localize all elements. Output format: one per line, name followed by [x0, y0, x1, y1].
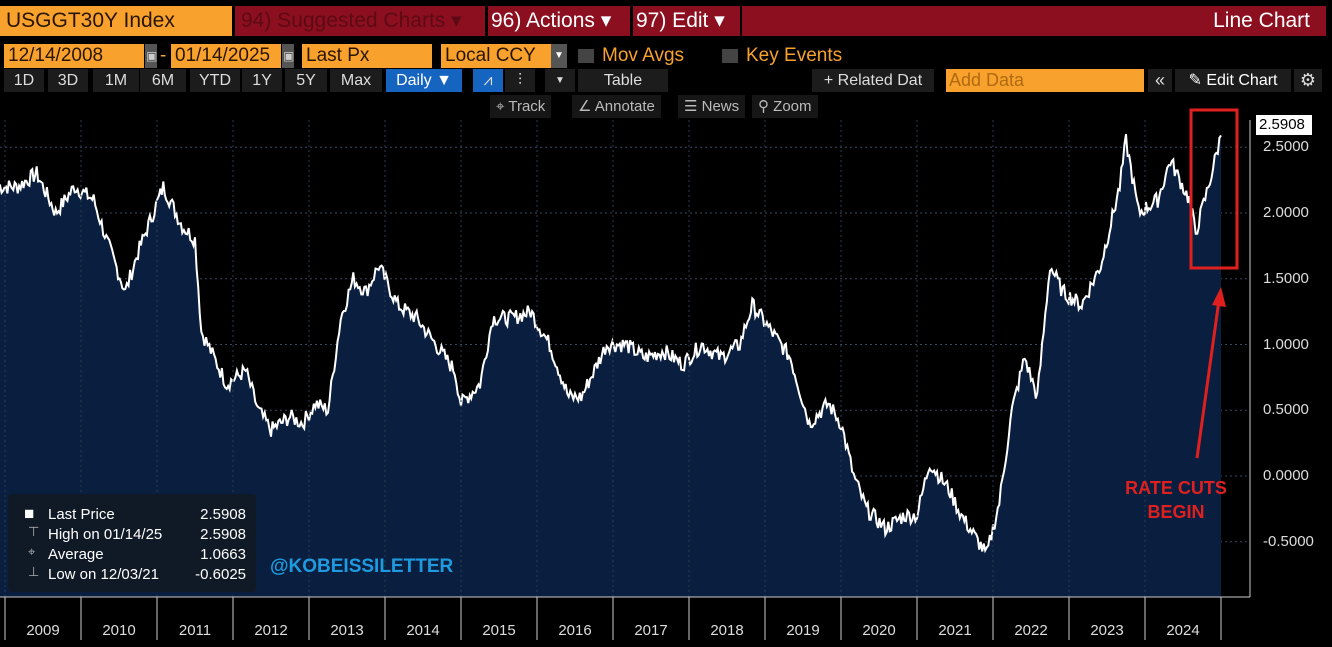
- y-tick-label: 1.0000: [1263, 335, 1309, 353]
- series-area: [0, 134, 1221, 597]
- start-date-field[interactable]: 12/14/2008: [4, 44, 144, 68]
- y-tick-label: 2.0000: [1263, 204, 1309, 221]
- period-button[interactable]: 5Y: [285, 69, 327, 92]
- x-tick-label: 2012: [254, 622, 288, 639]
- y-tick-label: 2.5000: [1263, 138, 1309, 156]
- x-tick-label: 2014: [406, 622, 440, 639]
- end-date-field[interactable]: 01/14/2025: [171, 44, 281, 68]
- legend: ■ Last Price 2.5908 ⊤ High on 01/14/25 2.…: [8, 494, 256, 592]
- arrow-head: [1212, 287, 1226, 307]
- legend-label: Low on 12/03/21: [48, 566, 159, 583]
- mov-avgs-checkbox[interactable]: [578, 49, 594, 63]
- x-tick-label: 2013: [330, 622, 364, 639]
- annotation-arrow: [1195, 299, 1221, 459]
- table-button[interactable]: Table: [578, 69, 668, 92]
- legend-value: 1.0663: [200, 546, 246, 563]
- last-value-label: 2.5908: [1259, 116, 1305, 133]
- x-tick-label: 2017: [634, 622, 668, 639]
- period-button[interactable]: 6M: [140, 69, 186, 92]
- field-select[interactable]: Last Px: [302, 44, 432, 68]
- actions-menu[interactable]: 96) Actions ▾: [488, 6, 630, 36]
- related-data-button[interactable]: + Related Dat: [812, 69, 934, 92]
- legend-label: High on 01/14/25: [48, 526, 163, 543]
- legend-label: Last Price: [48, 506, 115, 523]
- suggested-charts-menu[interactable]: 94) Suggested Charts ▾: [235, 6, 485, 36]
- legend-icon: ⊤: [28, 524, 40, 539]
- x-tick-label: 2009: [26, 622, 60, 639]
- add-data-input[interactable]: Add Data: [946, 69, 1144, 92]
- x-tick-label: 2021: [938, 622, 972, 639]
- x-tick-label: 2023: [1090, 622, 1124, 639]
- legend-icon: ⊥: [28, 564, 40, 579]
- calendar-icon[interactable]: ▣: [282, 44, 294, 68]
- annotation-line: BEGIN: [1147, 502, 1205, 522]
- chart-type-title: Line Chart: [742, 6, 1326, 36]
- legend-value: 2.5908: [200, 506, 246, 523]
- key-events-checkbox[interactable]: [722, 49, 738, 63]
- frequency-select[interactable]: Daily ▼: [386, 69, 462, 92]
- x-tick-label: 2024: [1166, 622, 1200, 639]
- period-button[interactable]: YTD: [190, 69, 240, 92]
- annotation-line: RATE CUTS: [1125, 478, 1227, 498]
- bar-chart-icon[interactable]: ⫶: [505, 69, 535, 92]
- last-value-box: [1256, 115, 1312, 135]
- x-tick-label: 2016: [558, 622, 592, 639]
- legend-label: Average: [48, 546, 104, 563]
- legend-value: -0.6025: [195, 566, 246, 583]
- zoom-button[interactable]: ⚲ Zoom: [752, 95, 818, 118]
- legend-icon: ■: [24, 504, 35, 523]
- key-events-label: Key Events: [746, 45, 843, 66]
- annotate-button[interactable]: ∠ Annotate: [572, 95, 661, 118]
- period-button[interactable]: 1D: [4, 69, 44, 92]
- x-tick-label: 2020: [862, 622, 896, 639]
- currency-select[interactable]: Local CCY: [441, 44, 551, 68]
- rate-cuts-annotation: RATE CUTS BEGIN: [1120, 476, 1232, 524]
- x-tick-label: 2015: [482, 622, 516, 639]
- legend-icon: ⌖: [28, 544, 36, 559]
- x-tick-label: 2019: [786, 622, 820, 639]
- legend-value: 2.5908: [200, 526, 246, 543]
- gear-icon[interactable]: ⚙: [1294, 69, 1322, 92]
- y-tick-label: 1.5000: [1263, 269, 1309, 287]
- period-button[interactable]: 1M: [93, 69, 139, 92]
- series-line: [0, 133, 1222, 554]
- y-tick-label: 0.5000: [1263, 401, 1309, 419]
- edit-chart-button[interactable]: ✎ Edit Chart: [1175, 69, 1291, 92]
- chevron-down-icon[interactable]: ▼: [545, 69, 575, 92]
- period-button[interactable]: 1Y: [242, 69, 282, 92]
- x-tick-label: 2022: [1014, 622, 1048, 639]
- edit-menu[interactable]: 97) Edit ▾: [633, 6, 740, 36]
- highlight-box: [1189, 108, 1239, 270]
- y-tick-label: -0.5000: [1263, 532, 1314, 550]
- calendar-icon[interactable]: ▣: [145, 44, 157, 68]
- news-button[interactable]: ☰ News: [678, 95, 746, 118]
- x-tick-label: 2010: [102, 622, 136, 639]
- period-button[interactable]: Max: [330, 69, 382, 92]
- watermark: @KOBEISSILETTER: [270, 556, 454, 577]
- collapse-icon[interactable]: «: [1148, 69, 1172, 92]
- date-separator: -: [160, 45, 167, 66]
- y-tick-label: 0.0000: [1263, 467, 1309, 484]
- chevron-down-icon[interactable]: ▼: [551, 44, 567, 68]
- period-button[interactable]: 3D: [48, 69, 88, 92]
- mov-avgs-label: Mov Avgs: [602, 45, 685, 66]
- line-chart-icon[interactable]: ⩘: [473, 69, 503, 92]
- ticker-field[interactable]: USGGT30Y Index: [0, 6, 232, 36]
- x-tick-label: 2018: [710, 622, 744, 639]
- x-tick-label: 2011: [178, 622, 212, 639]
- track-button[interactable]: ⌖ Track: [490, 95, 552, 118]
